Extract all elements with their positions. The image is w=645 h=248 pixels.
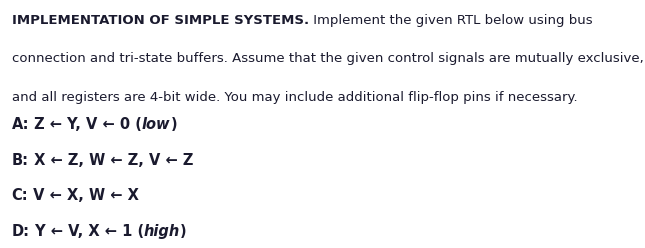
Text: B:: B: xyxy=(12,153,28,167)
Text: V ← X, W ← X: V ← X, W ← X xyxy=(28,188,139,203)
Text: A:: A: xyxy=(12,117,29,131)
Text: Y ← V, X ← 1 (: Y ← V, X ← 1 ( xyxy=(30,224,144,239)
Text: ): ) xyxy=(180,224,186,239)
Text: connection and tri-state buffers. Assume that the given control signals are mutu: connection and tri-state buffers. Assume… xyxy=(12,52,643,65)
Text: C:: C: xyxy=(12,188,28,203)
Text: Implement the given RTL below using bus: Implement the given RTL below using bus xyxy=(309,14,592,27)
Text: Z ← Y, V ← 0 (: Z ← Y, V ← 0 ( xyxy=(29,117,142,131)
Text: ): ) xyxy=(170,117,177,131)
Text: high: high xyxy=(144,224,180,239)
Text: IMPLEMENTATION OF SIMPLE SYSTEMS.: IMPLEMENTATION OF SIMPLE SYSTEMS. xyxy=(12,14,309,27)
Text: and all registers are 4-bit wide. You may include additional flip-flop pins if n: and all registers are 4-bit wide. You ma… xyxy=(12,91,577,103)
Text: low: low xyxy=(142,117,170,131)
Text: D:: D: xyxy=(12,224,30,239)
Text: X ← Z, W ← Z, V ← Z: X ← Z, W ← Z, V ← Z xyxy=(28,153,193,167)
